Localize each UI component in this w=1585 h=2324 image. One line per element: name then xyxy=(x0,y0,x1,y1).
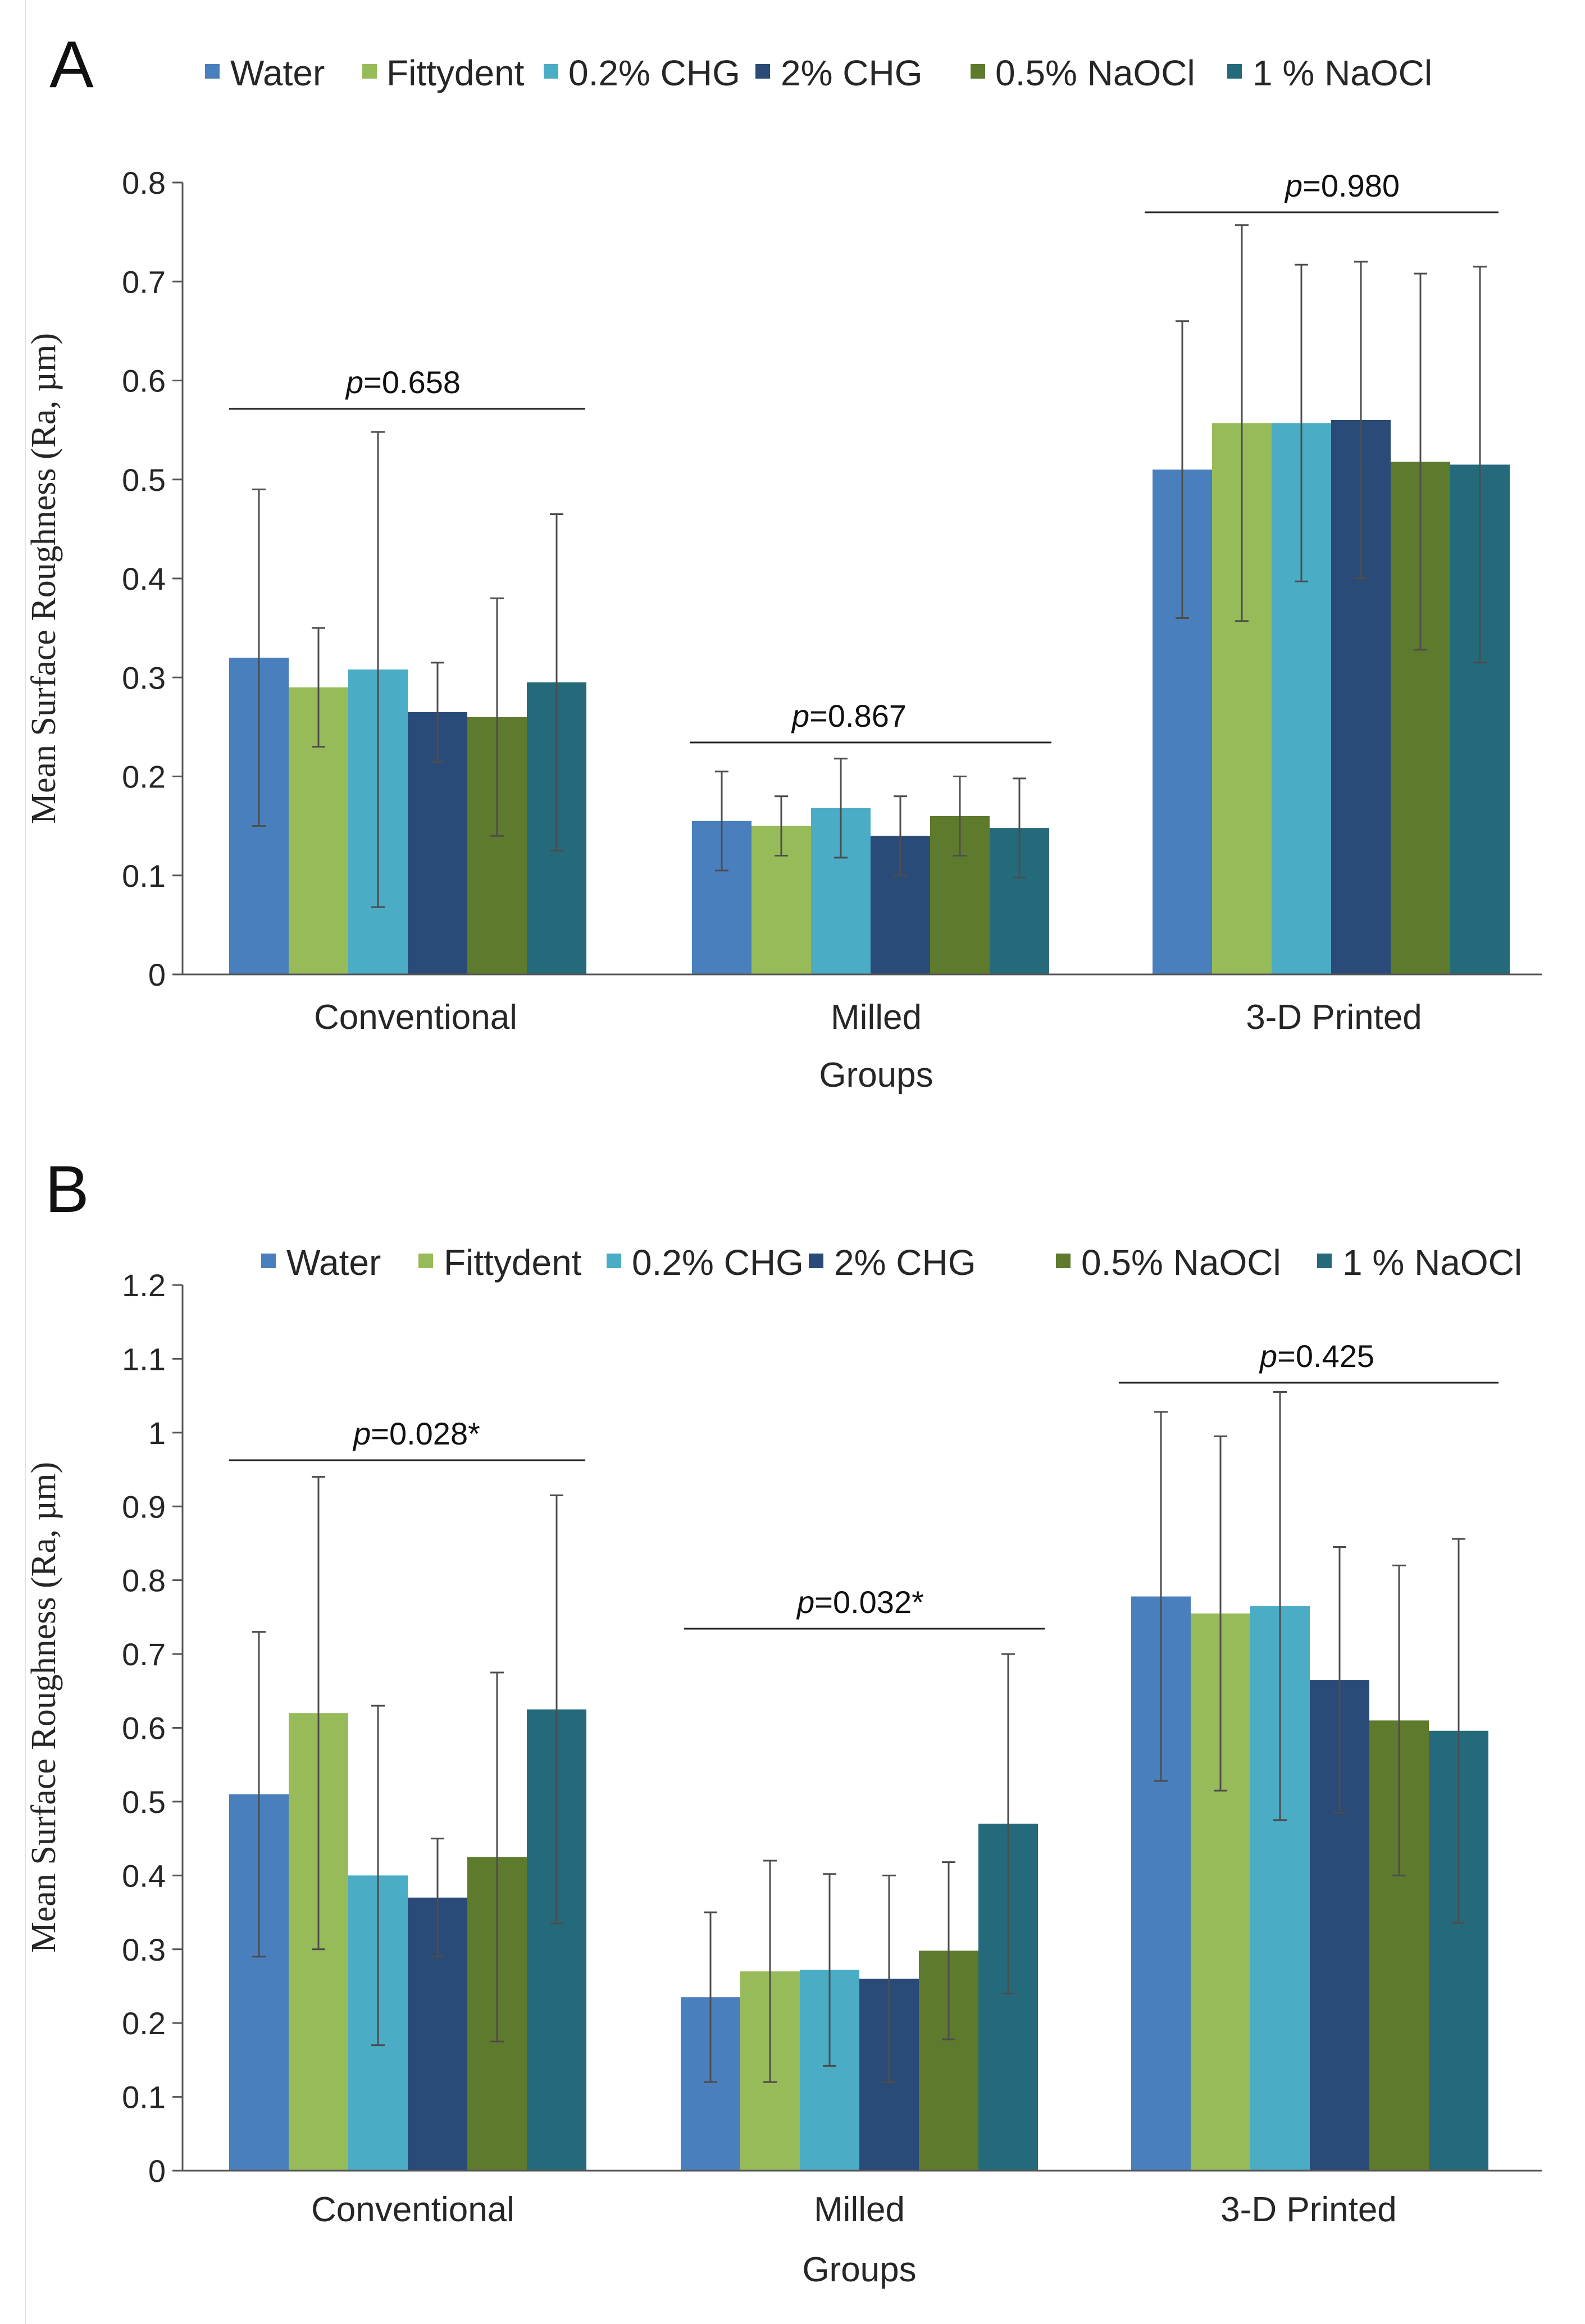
category-label-a-2: 3-D Printed xyxy=(1246,998,1422,1037)
y-tick-label-b-7: 0.7 xyxy=(122,1637,166,1672)
y-tick-label-b-2: 0.2 xyxy=(122,2006,166,2041)
y-tick-label-a-4: 0.4 xyxy=(122,561,166,596)
legend-label-a-2: 0.2% CHG xyxy=(568,53,740,93)
y-tick-label-a-2: 0.2 xyxy=(122,759,166,795)
legend-swatch-b-2 xyxy=(607,1254,621,1268)
y-tick-label-b-9: 0.9 xyxy=(122,1489,166,1524)
legend-swatch-b-3 xyxy=(809,1254,823,1268)
p-value-prefix-b-0: p xyxy=(352,1416,371,1451)
p-value-b-1: p=0.032* xyxy=(796,1584,924,1620)
category-label-b-0: Conventional xyxy=(311,2190,514,2229)
legend-label-a-5: 1 % NaOCl xyxy=(1252,53,1432,93)
y-tick-label-b-0: 0 xyxy=(148,2153,166,2189)
category-label-b-2: 3-D Printed xyxy=(1220,2190,1397,2229)
chart-panel-b: B Water Fittydent 0.2% CHG 2% CHG 0.5% NaOCl 1… xyxy=(0,1129,1585,2324)
page-left-border xyxy=(25,0,26,2324)
legend-label-b-0: Water xyxy=(286,1242,381,1283)
p-value-b-2: p=0.425 xyxy=(1259,1338,1374,1374)
y-tick-label-a-3: 0.3 xyxy=(122,660,166,695)
legend-swatch-b-0 xyxy=(261,1254,276,1268)
p-value-text-b-2: =0.425 xyxy=(1277,1338,1374,1374)
y-axis-title-b: Mean Surface Roughness (Ra, µm) xyxy=(25,1462,63,1953)
legend-label-b-2: 0.2% CHG xyxy=(632,1242,804,1283)
legend-swatch-b-4 xyxy=(1056,1254,1071,1268)
y-tick-label-a-6: 0.6 xyxy=(122,363,166,399)
p-value-text-a-2: =0.980 xyxy=(1302,168,1400,203)
p-value-prefix-a-2: p xyxy=(1284,168,1302,203)
legend-swatch-a-3 xyxy=(755,64,770,79)
legend-label-b-1: Fittydent xyxy=(444,1242,582,1283)
y-tick-label-b-4: 0.4 xyxy=(122,1858,166,1893)
category-label-a-0: Conventional xyxy=(314,998,517,1037)
legend-label-a-1: Fittydent xyxy=(386,53,525,93)
y-tick-label-b-12: 1.2 xyxy=(122,1268,166,1303)
y-tick-label-b-8: 0.8 xyxy=(122,1563,166,1598)
y-tick-label-b-10: 1 xyxy=(148,1415,166,1451)
p-value-text-b-1: =0.032* xyxy=(814,1584,924,1620)
x-axis-title-b: Groups xyxy=(802,2250,916,2289)
y-tick-label-a-1: 0.1 xyxy=(122,858,166,894)
legend-label-a-3: 2% CHG xyxy=(781,53,923,93)
y-tick-label-b-3: 0.3 xyxy=(122,1932,166,1967)
category-label-b-1: Milled xyxy=(814,2190,905,2229)
chart-b-svg: B Water Fittydent 0.2% CHG 2% CHG 0.5% NaOCl 1… xyxy=(25,1152,1542,2289)
legend-swatch-b-1 xyxy=(418,1254,433,1268)
chart-panel-a: A Water Fittydent 0.2% CHG 2% CHG 0.5% NaOCl 1… xyxy=(0,0,1585,1129)
p-value-a-0: p=0.658 xyxy=(345,364,461,400)
legend-swatch-a-1 xyxy=(362,64,377,79)
legend-label-b-5: 1 % NaOCl xyxy=(1342,1242,1522,1283)
y-axis-title-a: Mean Surface Roughness (Ra, µm) xyxy=(25,333,63,824)
p-value-text-b-0: =0.028* xyxy=(371,1416,480,1451)
legend-label-b-4: 0.5% NaOCl xyxy=(1081,1242,1281,1283)
legend-label-a-4: 0.5% NaOCl xyxy=(995,53,1195,93)
y-tick-label-b-1: 0.1 xyxy=(122,2080,166,2115)
legend-label-a-0: Water xyxy=(230,53,325,93)
p-value-text-a-0: =0.658 xyxy=(363,364,461,400)
p-value-text-a-1: =0.867 xyxy=(809,698,907,733)
legend-swatch-b-5 xyxy=(1317,1254,1332,1268)
category-label-a-1: Milled xyxy=(831,998,922,1037)
y-tick-label-b-6: 0.6 xyxy=(122,1711,166,1746)
panel-label-a: A xyxy=(49,28,94,102)
p-value-prefix-b-2: p xyxy=(1259,1338,1277,1374)
x-axis-title-a: Groups xyxy=(819,1056,933,1095)
legend-swatch-a-4 xyxy=(971,64,985,79)
p-value-prefix-b-1: p xyxy=(796,1584,814,1620)
p-value-a-2: p=0.980 xyxy=(1284,168,1400,203)
legend-swatch-a-2 xyxy=(544,64,558,79)
y-tick-label-a-7: 0.7 xyxy=(122,264,166,299)
y-tick-label-a-8: 0.8 xyxy=(122,165,166,200)
p-value-b-0: p=0.028* xyxy=(352,1416,480,1451)
y-tick-label-b-5: 0.5 xyxy=(122,1784,166,1820)
p-value-a-1: p=0.867 xyxy=(791,698,907,733)
p-value-prefix-a-0: p xyxy=(345,364,363,400)
legend-label-b-3: 2% CHG xyxy=(834,1242,976,1283)
y-tick-label-a-0: 0 xyxy=(148,957,166,992)
y-tick-label-a-5: 0.5 xyxy=(122,462,166,498)
chart-a-svg: A Water Fittydent 0.2% CHG 2% CHG 0.5% NaOCl 1… xyxy=(25,28,1542,1095)
y-tick-label-b-11: 1.1 xyxy=(122,1341,166,1377)
legend-swatch-a-0 xyxy=(205,64,220,79)
legend-swatch-a-5 xyxy=(1227,64,1242,79)
panel-label-b: B xyxy=(45,1152,89,1227)
p-value-prefix-a-1: p xyxy=(791,698,809,733)
